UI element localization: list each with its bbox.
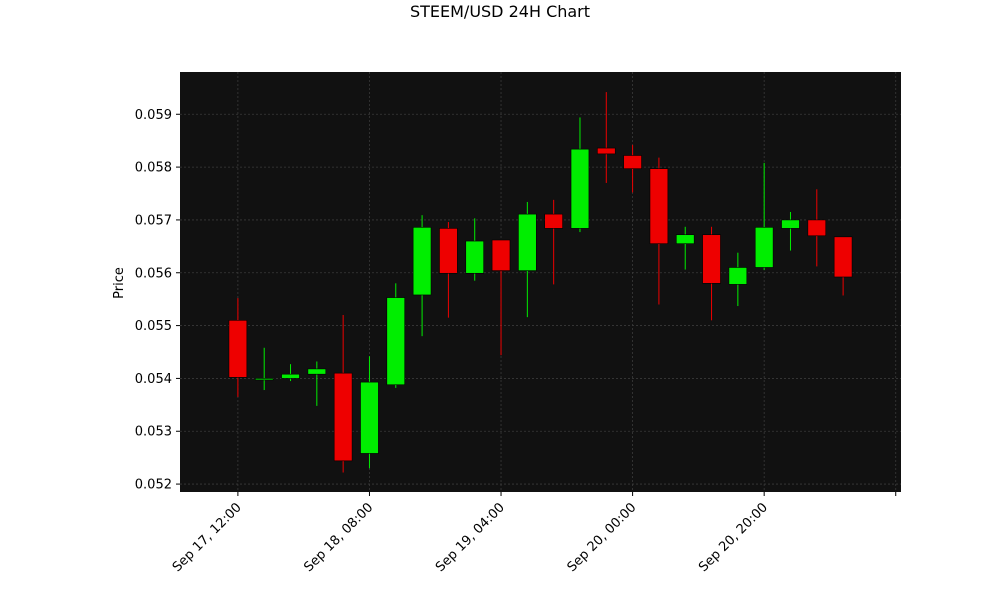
candle-down [439,222,458,318]
candle-body [570,148,590,229]
x-tick-label: Sep 17, 12:00 [170,500,245,575]
x-tick-label: Sep 18, 08:00 [301,500,376,575]
x-tick-label: Sep 19, 04:00 [433,500,508,575]
candle-body [518,213,537,271]
y-tick-label: 0.055 [135,319,172,334]
candle-body [544,213,563,229]
candle-body [623,155,642,169]
candle-up [570,117,590,233]
candle-body [807,219,827,237]
y-axis-label: Price [112,267,127,299]
candle-body [781,219,800,229]
candle-down [544,199,563,285]
candle-down [228,298,248,397]
candle-up [412,215,432,337]
y-tick-label: 0.057 [135,213,172,228]
chart-title: STEEM/USD 24H Chart [410,2,590,21]
candle-body [491,239,511,271]
candle-body [439,228,458,274]
candle-down [623,144,642,193]
candle-body [412,227,432,296]
candle-up [781,212,800,251]
candle-up [386,283,406,388]
candle-body [360,381,379,454]
y-tick-label: 0.056 [135,266,172,281]
candle-body [281,373,300,379]
candle-down [491,239,511,356]
y-tick-label: 0.052 [135,478,172,493]
x-tick-label: Sep 20, 00:00 [565,500,640,575]
candle-body [307,368,327,375]
candle-down [333,315,353,473]
candle-down [649,157,669,305]
y-tick-label: 0.053 [135,425,172,440]
candle-body [702,234,721,284]
candle-down [807,189,827,267]
grid-layer [180,72,901,492]
candle-layer [228,92,853,473]
candle-body [675,234,695,244]
candle-up [281,364,300,382]
candle-body [386,297,406,386]
candle-down [833,236,853,296]
candle-body [597,147,616,155]
y-tick-label: 0.059 [135,108,172,123]
candle-body [649,168,669,244]
candle-up [254,347,274,391]
candle-up [675,226,695,270]
candle-down [597,92,616,183]
candle-up [307,361,327,406]
y-tick-label: 0.054 [135,372,172,387]
y-tick-label: 0.058 [135,161,172,176]
candle-down [702,226,721,321]
candle-up [465,218,484,281]
candle-body [228,320,248,378]
candle-up [518,201,537,318]
candle-body [333,372,353,462]
candle-up [728,252,748,307]
x-tick-label: Sep 20, 20:00 [696,500,771,575]
candle-body [254,378,274,381]
plot-area [180,72,901,492]
candle-body [833,236,853,278]
candle-body [754,227,774,268]
candle-body [465,240,484,274]
candle-up [360,356,379,469]
candle-body [728,267,748,285]
candle-up [754,162,774,271]
